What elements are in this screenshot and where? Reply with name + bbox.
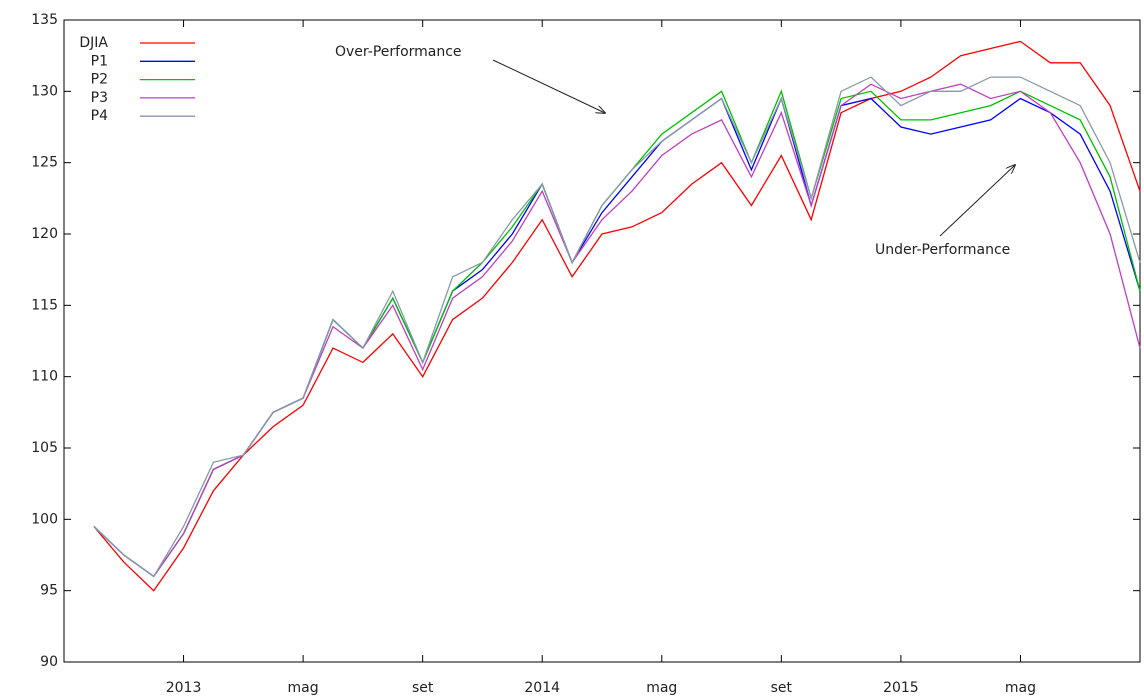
annotation-arrow — [492, 59, 605, 113]
series-line — [93, 96, 1141, 578]
annotation: Over-Performance — [335, 44, 462, 60]
x-tick-label: 2014 — [524, 680, 560, 696]
annotation: Under-Performance — [875, 242, 1010, 258]
plot-frame — [63, 19, 1141, 663]
y-tick-label: 130 — [31, 83, 58, 99]
y-tick-label: 105 — [31, 440, 58, 456]
x-tick-label: mag — [288, 680, 319, 696]
y-tick-label: 100 — [31, 511, 58, 527]
y-tick-label: 125 — [31, 155, 58, 171]
y-tick-label: 95 — [40, 583, 58, 599]
y-tick-label: 120 — [31, 226, 58, 242]
x-tick-label: set — [771, 680, 793, 696]
series-line — [93, 83, 1141, 578]
legend-label: P2 — [91, 72, 108, 88]
x-tick-label: 2015 — [883, 680, 919, 696]
series-line — [93, 89, 1141, 578]
legend-label: DJIA — [79, 35, 108, 51]
annotation-arrow — [939, 165, 1015, 237]
legend-label: P4 — [91, 108, 108, 124]
series-line — [93, 40, 1141, 592]
y-tick-label: 90 — [40, 654, 58, 670]
x-tick-label: mag — [646, 680, 677, 696]
x-tick-label: set — [412, 680, 434, 696]
legend-label: P3 — [91, 90, 108, 106]
x-tick-label: mag — [1005, 680, 1036, 696]
x-tick-label: 2013 — [166, 680, 202, 696]
y-tick-label: 115 — [31, 297, 58, 313]
legend-label: P1 — [91, 53, 108, 69]
y-tick-label: 110 — [31, 369, 58, 385]
y-tick-label: 135 — [31, 12, 58, 28]
series-line — [93, 76, 1141, 578]
